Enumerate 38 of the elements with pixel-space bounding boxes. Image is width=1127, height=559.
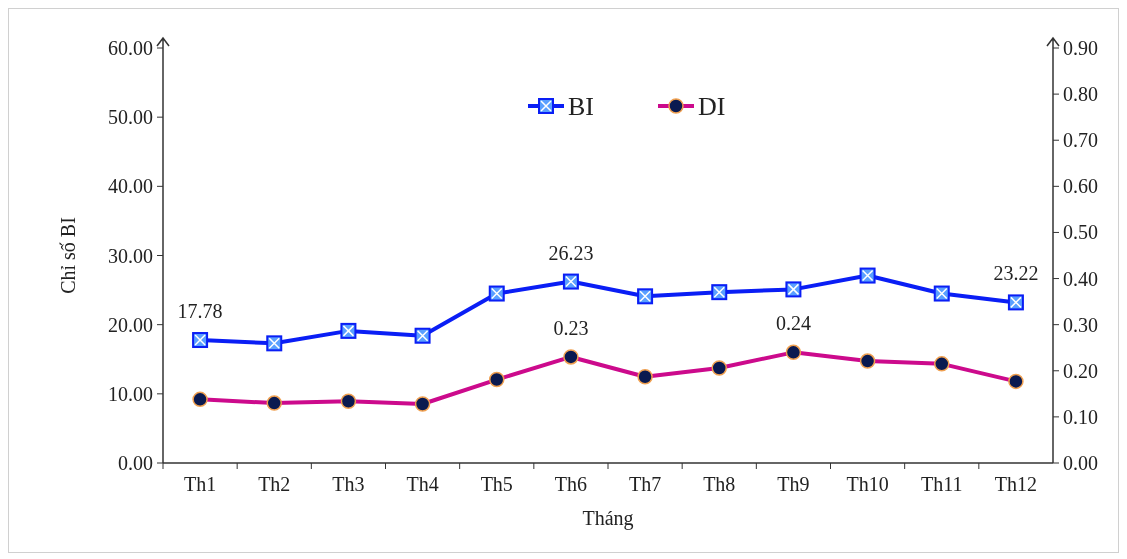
legend-label: DI <box>698 92 726 122</box>
y2-tick-label: 0.50 <box>1063 221 1098 244</box>
y2-tick-label: 0.60 <box>1063 175 1098 198</box>
legend-label: BI <box>568 92 594 122</box>
x-tick-label: Th6 <box>554 473 588 495</box>
y-tick-label: 40.00 <box>108 175 153 198</box>
y2-tick-label: 0.90 <box>1063 37 1098 59</box>
y-tick-label: 30.00 <box>108 244 153 267</box>
y-tick-label: 50.00 <box>108 106 153 129</box>
data-label: 0.23 <box>553 316 589 339</box>
y2-tick-label: 0.10 <box>1063 405 1098 428</box>
y2-tick-label: 0.00 <box>1063 452 1098 474</box>
y2-tick-label: 0.70 <box>1063 129 1098 152</box>
x-tick-label: Th1 <box>183 473 217 495</box>
y-tick-label: 10.00 <box>108 382 153 405</box>
y2-tick-label: 0.30 <box>1063 313 1098 336</box>
y-tick-label: 20.00 <box>108 313 153 336</box>
x-axis-title: Tháng <box>582 507 634 530</box>
y2-tick-label: 0.20 <box>1063 359 1098 382</box>
x-tick-label: Th11 <box>921 473 963 495</box>
x-tick-label: Th4 <box>406 473 439 495</box>
x-tick-label: Th12 <box>994 473 1038 495</box>
data-label: 23.22 <box>993 262 1039 285</box>
x-tick-label: Th10 <box>846 473 889 495</box>
data-label: 17.78 <box>177 300 223 323</box>
y-axis-title: Chỉ số BI <box>57 217 79 294</box>
x-tick-label: Th7 <box>628 473 662 495</box>
y2-tick-label: 0.40 <box>1063 267 1098 290</box>
data-label: 0.24 <box>775 312 811 335</box>
y-tick-label: 60.00 <box>108 37 153 59</box>
data-label: 26.23 <box>548 241 594 264</box>
x-tick-label: Th8 <box>703 473 736 495</box>
x-tick-label: Th2 <box>258 473 291 495</box>
y2-tick-label: 0.80 <box>1063 83 1098 106</box>
y-tick-label: 0.00 <box>118 452 153 474</box>
x-tick-label: Th9 <box>777 473 810 495</box>
x-tick-label: Th5 <box>480 473 513 495</box>
x-tick-label: Th3 <box>332 473 365 495</box>
